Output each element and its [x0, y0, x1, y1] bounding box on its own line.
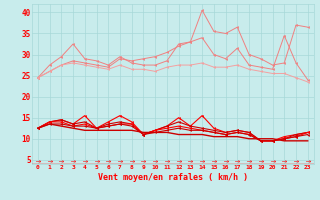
X-axis label: Vent moyen/en rafales ( km/h ): Vent moyen/en rafales ( km/h ) — [98, 173, 248, 182]
